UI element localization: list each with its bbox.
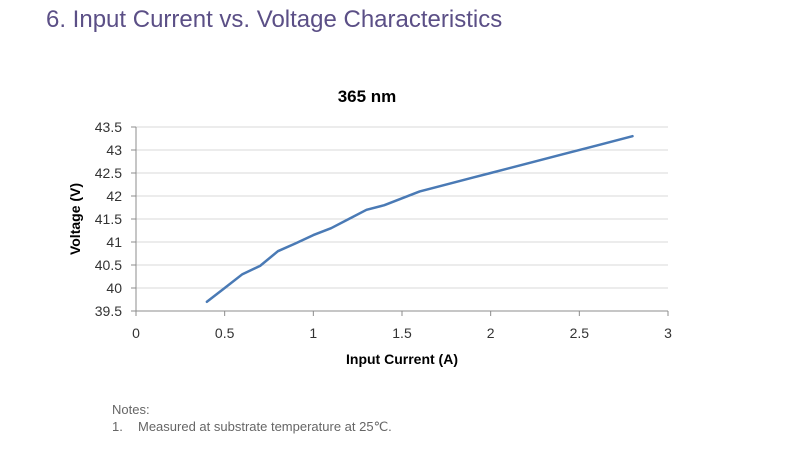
y-tick-label: 40.5 xyxy=(95,257,122,273)
note-item: 1. Measured at substrate temperature at 2… xyxy=(112,419,392,435)
x-tick-label: 3 xyxy=(664,325,672,341)
note-text: Measured at substrate temperature at 25℃… xyxy=(138,419,392,434)
series-line xyxy=(205,134,634,304)
y-tick-label: 43 xyxy=(106,142,122,158)
chart-title: 365 nm xyxy=(338,87,397,106)
y-tick-label: 41.5 xyxy=(95,211,122,227)
x-tick-label: 2.5 xyxy=(570,325,590,341)
x-tick-label: 2 xyxy=(487,325,495,341)
y-tick-label: 43.5 xyxy=(95,119,122,135)
y-tick-label: 42.5 xyxy=(95,165,122,181)
x-tick-label: 1.5 xyxy=(392,325,412,341)
y-axis-label: Voltage (V) xyxy=(67,183,83,255)
note-number: 1. xyxy=(112,419,123,434)
y-tick-label: 41 xyxy=(106,234,122,250)
section-title: 6. Input Current vs. Voltage Characteris… xyxy=(46,6,503,33)
x-tick-label: 1 xyxy=(309,325,317,341)
x-axis-label: Input Current (A) xyxy=(346,351,458,367)
x-tick-label: 0 xyxy=(132,325,140,341)
y-tick-label: 42 xyxy=(106,188,122,204)
x-tick-label: 0.5 xyxy=(215,325,235,341)
voltage-chart: 0 0.5 1 1.5 2 2.5 3 39.5 40 40.5 41 41.5 42 42.5 43 43.… xyxy=(67,87,672,367)
y-tick-label: 40 xyxy=(106,280,122,296)
y-tick-label: 39.5 xyxy=(95,303,122,319)
notes-heading: Notes: xyxy=(112,402,150,417)
